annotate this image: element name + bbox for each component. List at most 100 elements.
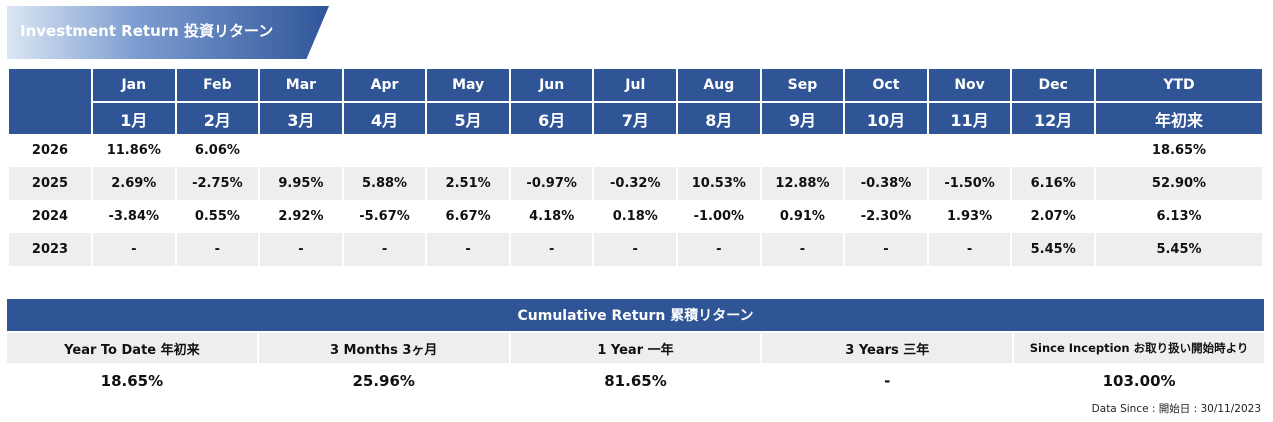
table-row: 2026 11.86% 6.06% 18.65% (9, 134, 1262, 167)
return-cell (928, 134, 1011, 167)
ytd-cell: 52.90% (1096, 167, 1262, 200)
table-row: 2023- - - - - - - - - - -5.45% 5.45% (9, 233, 1262, 266)
cumulative-labels-row: Year To Date 年初来 3 Months 3ヶ月 1 Year 一年 … (7, 333, 1264, 363)
cumulative-value: 18.65% (100, 372, 164, 390)
month-header-en: May (427, 69, 509, 101)
return-cell: 2.07% (1012, 200, 1094, 233)
return-cell: - (260, 233, 342, 266)
table-row: 2025 2.69% -2.75% 9.95% 5.88% 2.51% -0.97% -0.3… (9, 167, 1262, 200)
return-cell: - (845, 233, 927, 266)
month-header-jp-row: 1月 2月 3月 4月 5月 6月 7月 8月 9月 10月 11月 12月 年… (9, 101, 1262, 134)
ytd-header-jp: 年初来 (1096, 101, 1262, 134)
cumulative-label: 3 Months 3ヶ月 (258, 333, 509, 363)
month-header-jp: 3月 (260, 101, 342, 134)
return-cell: -3.84% (93, 200, 175, 233)
return-cell: - (427, 233, 509, 266)
cumulative-label: Since Inception お取り扱い開始時より (1014, 333, 1264, 363)
month-header-jp: 2月 (176, 101, 259, 134)
return-cell: 2.69% (93, 167, 175, 200)
ytd-cell: 18.65% (1096, 134, 1262, 167)
ytd-cell: 5.45% (1096, 233, 1262, 266)
return-cell: -0.97% (510, 167, 593, 200)
month-header-en: Feb (176, 69, 259, 101)
month-header-en: Nov (928, 69, 1011, 101)
month-header-jp: 1月 (93, 101, 175, 134)
return-cell: 2.92% (260, 200, 342, 233)
return-cell (1012, 134, 1094, 167)
return-cell: 11.86% (93, 134, 175, 167)
return-cell (594, 134, 677, 167)
month-header-jp: 11月 (928, 101, 1011, 134)
return-cell: - (928, 233, 1011, 266)
table-row: 2024 -3.84% 0.55% 2.92% -5.67% 6.67% 4.18% 0.18… (9, 200, 1262, 233)
return-cell (510, 134, 593, 167)
month-header-jp: 8月 (678, 101, 760, 134)
return-cell: -0.38% (845, 167, 927, 200)
cumulative-value: 103.00% (1102, 372, 1176, 390)
return-cell: - (678, 233, 760, 266)
cumulative-return-header: Cumulative Return 累積リターン (7, 299, 1264, 331)
return-cell (761, 134, 844, 167)
month-header-jp: 9月 (761, 101, 844, 134)
return-cell: -2.30% (845, 200, 927, 233)
month-header-en: Jul (594, 69, 677, 101)
return-cell: - (594, 233, 677, 266)
return-cell: 1.93% (928, 200, 1011, 233)
return-cell: - (93, 233, 175, 266)
year-cell: 2024 (9, 200, 91, 233)
return-cell: -0.32% (594, 167, 677, 200)
month-header-jp: 12月 (1012, 101, 1094, 134)
month-header-jp: 6月 (510, 101, 593, 134)
return-cell: -1.50% (928, 167, 1011, 200)
return-cell (260, 134, 342, 167)
return-cell: 9.95% (260, 167, 342, 200)
return-cell: 12.88% (761, 167, 844, 200)
return-cell: - (176, 233, 259, 266)
cumulative-label: 3 Years 三年 (762, 333, 1013, 363)
month-header-en: Jan (93, 69, 175, 101)
ytd-header-en: YTD (1096, 69, 1262, 101)
return-cell: -2.75% (176, 167, 259, 200)
month-header-en: Dec (1012, 69, 1094, 101)
return-cell: 10.53% (678, 167, 760, 200)
return-cell: - (761, 233, 844, 266)
return-cell: -1.00% (678, 200, 760, 233)
year-cell: 2023 (9, 233, 91, 266)
return-cell (678, 134, 760, 167)
return-cell: - (510, 233, 593, 266)
month-header-en: Sep (761, 69, 844, 101)
month-header-en-row: Jan Feb Mar Apr May Jun Jul Aug Sep Oct … (9, 69, 1262, 134)
cumulative-label: Year To Date 年初来 (7, 333, 257, 363)
month-header-en: Aug (678, 69, 760, 101)
month-header-jp: 4月 (343, 101, 426, 134)
year-cell: 2025 (9, 167, 91, 200)
return-cell (427, 134, 509, 167)
month-header-jp: 10月 (845, 101, 927, 134)
monthly-return-table: Jan Feb Mar Apr May Jun Jul Aug Sep Oct … (7, 69, 1264, 266)
return-cell: 0.91% (761, 200, 844, 233)
return-cell: 4.18% (510, 200, 593, 233)
return-cell: 5.88% (343, 167, 426, 200)
return-cell: - (343, 233, 426, 266)
return-cell: 2.51% (427, 167, 509, 200)
return-cell: 6.06% (176, 134, 259, 167)
cumulative-value: 25.96% (352, 372, 415, 390)
page-title: Investment Return 投資リターン (20, 22, 274, 40)
month-header-jp: 5月 (427, 101, 509, 134)
cumulative-values-row: 18.65% 25.96% 81.65% - 103.00% (7, 366, 1264, 396)
ytd-cell: 6.13% (1096, 200, 1262, 233)
cumulative-label: 1 Year 一年 (510, 333, 761, 363)
return-cell: 5.45% (1012, 233, 1094, 266)
return-cell: 0.18% (594, 200, 677, 233)
month-header-en: Mar (260, 69, 342, 101)
cumulative-value: - (884, 372, 891, 390)
return-cell: 6.16% (1012, 167, 1094, 200)
return-cell: 6.67% (427, 200, 509, 233)
month-header-en: Oct (845, 69, 927, 101)
title-banner (7, 6, 329, 59)
year-cell: 2026 (9, 134, 91, 167)
return-cell (845, 134, 927, 167)
corner-cell (9, 69, 91, 134)
month-header-en: Jun (510, 69, 593, 101)
return-cell: 0.55% (176, 200, 259, 233)
